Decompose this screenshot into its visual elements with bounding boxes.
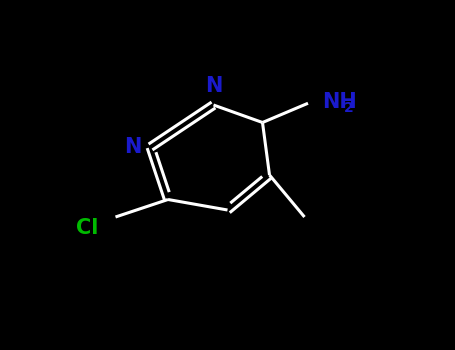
Text: Cl: Cl (76, 217, 98, 238)
Text: NH: NH (322, 91, 357, 112)
Text: N: N (124, 137, 142, 157)
Text: 2: 2 (344, 101, 354, 115)
Text: N: N (205, 76, 222, 96)
